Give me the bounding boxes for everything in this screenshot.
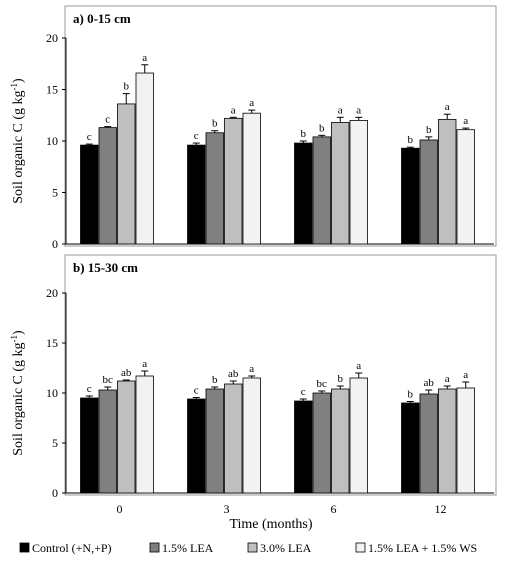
significance-letter: a <box>249 363 254 375</box>
significance-letter: c <box>105 114 110 126</box>
bar <box>401 402 420 494</box>
panel-b-15-30cm: b) 15-30 cm 0 5 10 15 20 Soil organic C (g kg-… <box>9 254 497 516</box>
x-tick-label: 0 <box>117 502 123 516</box>
y-tick-label: 15 <box>46 83 58 97</box>
significance-letter: b <box>212 374 218 386</box>
bar <box>242 112 261 245</box>
bar <box>331 388 350 494</box>
significance-letter: a <box>445 101 450 113</box>
bar <box>312 136 331 245</box>
bar <box>438 388 457 494</box>
panel-title: a) 0-15 cm <box>73 11 131 26</box>
significance-letter: a <box>356 104 361 116</box>
bar <box>98 389 117 494</box>
significance-letter: a <box>142 358 147 370</box>
significance-letter: b <box>124 81 130 93</box>
significance-letter: c <box>87 131 92 143</box>
legend: Control (+N,+P) 1.5% LEA 3.0% LEA 1.5% LEA … <box>19 541 477 555</box>
legend-swatch <box>355 542 366 553</box>
bar <box>456 129 475 245</box>
significance-letter: a <box>463 115 468 127</box>
significance-letter: c <box>301 386 306 398</box>
significance-letter: b <box>212 118 218 130</box>
bar <box>224 117 243 245</box>
legend-label: 1.5% LEA <box>162 541 214 555</box>
y-tick-label: 20 <box>46 286 58 300</box>
bar <box>205 388 224 494</box>
bar <box>135 375 154 494</box>
y-tick-label: 10 <box>46 386 58 400</box>
significance-letter: b <box>408 389 414 401</box>
y-tick-label: 0 <box>52 486 58 500</box>
legend-swatch <box>247 542 258 553</box>
bar <box>349 120 368 245</box>
bar <box>294 142 313 245</box>
significance-letter: b <box>426 124 432 136</box>
y-tick-label: 5 <box>52 436 58 450</box>
legend-swatch <box>149 542 160 553</box>
bar <box>80 397 99 494</box>
significance-letter: c <box>87 383 92 395</box>
significance-letter: c <box>194 130 199 142</box>
bar <box>438 118 457 245</box>
significance-letter: b <box>338 373 344 385</box>
significance-letter: c <box>194 385 199 397</box>
significance-letter: a <box>356 360 361 372</box>
significance-letter: a <box>463 369 468 381</box>
bar <box>401 147 420 245</box>
x-tick-label: 3 <box>224 502 230 516</box>
legend-label: 1.5% LEA + 1.5% WS <box>368 541 477 555</box>
bar <box>98 127 117 245</box>
significance-letter: a <box>445 373 450 385</box>
bar <box>331 122 350 245</box>
bar <box>205 132 224 245</box>
bar <box>224 383 243 494</box>
significance-letter: b <box>408 134 414 146</box>
significance-letter: a <box>338 104 343 116</box>
significance-letter: b <box>301 128 307 140</box>
significance-letter: bc <box>317 378 328 390</box>
y-tick-label: 10 <box>46 134 58 148</box>
significance-letter: bc <box>103 374 114 386</box>
y-tick-label: 15 <box>46 336 58 350</box>
bar <box>135 72 154 245</box>
bar <box>349 377 368 494</box>
panel-frame <box>64 254 497 496</box>
bar <box>117 380 136 494</box>
legend-label: Control (+N,+P) <box>32 541 112 555</box>
panel-frame <box>64 5 497 247</box>
significance-letter: ab <box>424 377 435 389</box>
significance-letter: ab <box>228 368 239 380</box>
y-tick-label: 0 <box>52 237 58 251</box>
bar <box>187 398 206 494</box>
x-tick-label: 12 <box>435 502 447 516</box>
significance-letter: a <box>249 97 254 109</box>
bar <box>419 139 438 245</box>
x-tick-label: 6 <box>331 502 337 516</box>
bar <box>187 144 206 245</box>
y-axis-label: Soil organic C (g kg-1) <box>9 330 26 456</box>
x-axis-label: Time (months) <box>229 517 312 532</box>
bar <box>312 392 331 494</box>
bar <box>80 144 99 245</box>
bar <box>419 393 438 494</box>
bar <box>242 377 261 494</box>
significance-letter: ab <box>121 367 132 379</box>
y-axis-label: Soil organic C (g kg-1) <box>9 78 26 204</box>
significance-letter: a <box>231 104 236 116</box>
bar <box>117 103 136 245</box>
bar <box>456 387 475 494</box>
panel-a-0-15cm: a) 0-15 cm 0 5 10 15 20 Soil organic C (g kg-1… <box>9 5 497 251</box>
significance-letter: b <box>319 122 325 134</box>
y-tick-label: 20 <box>46 31 58 45</box>
significance-letter: a <box>142 52 147 64</box>
y-tick-label: 5 <box>52 186 58 200</box>
legend-label: 3.0% LEA <box>260 541 312 555</box>
bar <box>294 400 313 494</box>
legend-swatch <box>19 542 30 553</box>
panel-title: b) 15-30 cm <box>73 260 138 275</box>
